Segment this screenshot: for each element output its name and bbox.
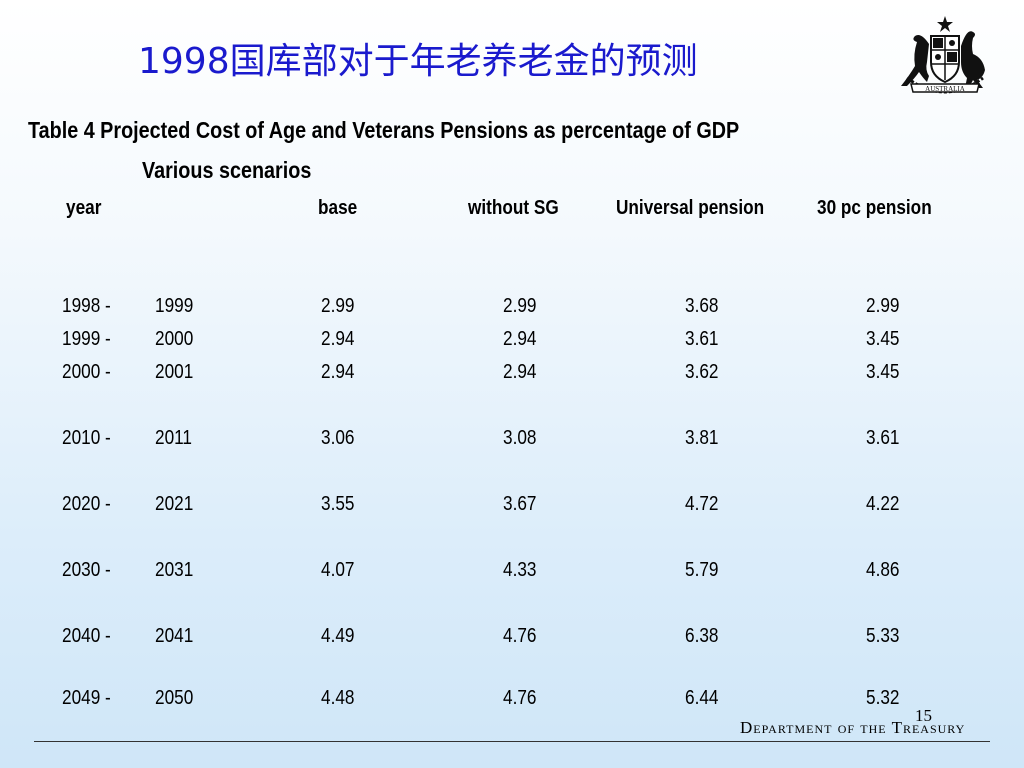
table-cell-pc30-value: 2.99 (866, 295, 900, 317)
table-cell-without-sg-value: 4.76 (503, 687, 537, 709)
table-cell-universal-value: 5.79 (685, 559, 719, 581)
table-cell-universal-value: 3.61 (685, 328, 719, 350)
table-cell-pc30-value: 4.86 (866, 559, 900, 581)
table-cell-universal-value: 6.44 (685, 687, 719, 709)
table-cell-pc30-value: 3.45 (866, 361, 900, 383)
table-cell-year-end: 2031 (155, 559, 194, 581)
table-cell-universal-value: 4.72 (685, 493, 719, 515)
table-cell-year-end: 2000 (155, 328, 194, 350)
table-cell-base-value: 2.94 (321, 361, 355, 383)
table-cell-without-sg-value: 3.08 (503, 427, 537, 449)
column-header-universal-pension: Universal pension (616, 197, 765, 219)
table-cell-year-start: 2010 - (62, 427, 111, 449)
column-header-year: year (66, 197, 102, 219)
table-cell-universal-value: 3.68 (685, 295, 719, 317)
table-cell-year-end: 2021 (155, 493, 194, 515)
table-cell-year-end: 2001 (155, 361, 194, 383)
footer-divider (34, 741, 990, 742)
table-cell-pc30-value: 5.32 (866, 687, 900, 709)
table-cell-pc30-value: 3.45 (866, 328, 900, 350)
table-cell-year-start: 2000 - (62, 361, 111, 383)
slide-title: 1998国库部对于年老养老金的预测 (138, 41, 698, 82)
coat-of-arms-icon: AUSTRALIA (901, 16, 985, 94)
table-cell-year-start: 2040 - (62, 625, 111, 647)
table-cell-year-end: 1999 (155, 295, 194, 317)
table-cell-base-value: 3.55 (321, 493, 355, 515)
table-cell-pc30-value: 5.33 (866, 625, 900, 647)
column-header-30pc-pension: 30 pc pension (817, 197, 932, 219)
column-header-base: base (318, 197, 358, 219)
table-cell-without-sg-value: 4.76 (503, 625, 537, 647)
svg-text:AUSTRALIA: AUSTRALIA (925, 85, 965, 93)
table-cell-year-end: 2050 (155, 687, 194, 709)
column-header-without-sg: without SG (468, 197, 559, 219)
table-cell-year-end: 2011 (155, 427, 192, 449)
table-cell-year-start: 1999 - (62, 328, 111, 350)
table-cell-without-sg-value: 3.67 (503, 493, 537, 515)
table-cell-year-start: 2049 - (62, 687, 111, 709)
table-cell-base-value: 4.48 (321, 687, 355, 709)
table-cell-without-sg-value: 2.99 (503, 295, 537, 317)
table-cell-year-start: 2030 - (62, 559, 111, 581)
table-cell-base-value: 4.07 (321, 559, 355, 581)
table-cell-universal-value: 6.38 (685, 625, 719, 647)
table-heading: Table 4 Projected Cost of Age and Vetera… (28, 117, 740, 143)
table-cell-pc30-value: 3.61 (866, 427, 900, 449)
department-footer: Department of the Treasury (740, 718, 966, 737)
table-cell-without-sg-value: 4.33 (503, 559, 537, 581)
table-cell-year-start: 1998 - (62, 295, 111, 317)
page-number: 15 (915, 706, 932, 725)
table-cell-base-value: 2.99 (321, 295, 355, 317)
table-cell-without-sg-value: 2.94 (503, 328, 537, 350)
table-cell-universal-value: 3.62 (685, 361, 719, 383)
table-cell-year-end: 2041 (155, 625, 194, 647)
table-cell-pc30-value: 4.22 (866, 493, 900, 515)
table-cell-universal-value: 3.81 (685, 427, 719, 449)
table-subheading: Various scenarios (142, 157, 312, 183)
table-cell-base-value: 2.94 (321, 328, 355, 350)
table-cell-year-start: 2020 - (62, 493, 111, 515)
table-cell-without-sg-value: 2.94 (503, 361, 537, 383)
table-cell-base-value: 4.49 (321, 625, 355, 647)
table-cell-base-value: 3.06 (321, 427, 355, 449)
